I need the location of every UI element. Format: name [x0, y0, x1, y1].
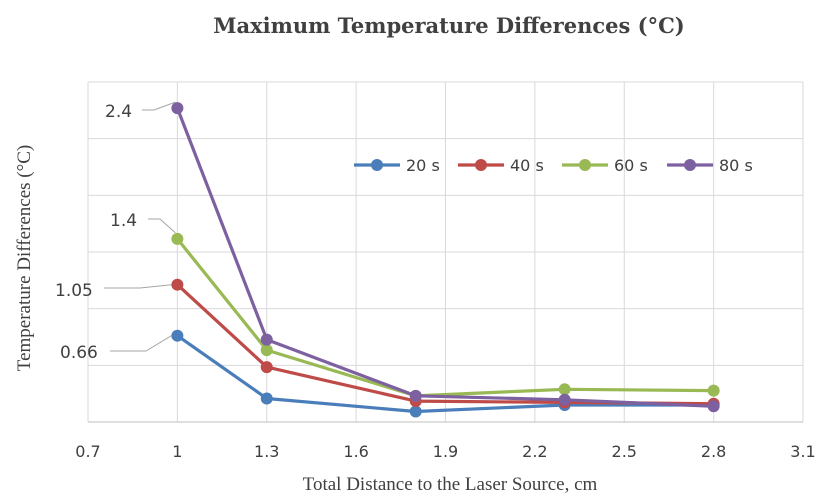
- x-tick-label: 2.8: [701, 442, 726, 461]
- series-lines: [171, 102, 720, 418]
- x-tick-label: 2.2: [522, 442, 547, 461]
- x-tick-label: 1.6: [343, 442, 368, 461]
- legend-swatch-marker: [475, 159, 487, 171]
- x-tick-label: 1: [172, 442, 182, 461]
- data-point: [558, 393, 571, 406]
- legend-swatch-marker: [579, 159, 591, 171]
- legend-swatch-marker: [684, 159, 696, 171]
- data-point: [707, 384, 720, 397]
- data-label-leader: [148, 218, 176, 234]
- data-labels: 2.4 1.4 1.05 0.66: [55, 102, 137, 363]
- chart-title: Maximum Temperature Differences (°C): [213, 13, 684, 38]
- data-point: [409, 389, 422, 402]
- legend-item: 40 s: [458, 156, 544, 175]
- data-point: [171, 102, 184, 115]
- data-point: [171, 329, 184, 342]
- x-tick-label: 2.5: [612, 442, 637, 461]
- legend-label: 40 s: [510, 156, 544, 175]
- data-label: 1.4: [110, 211, 137, 231]
- data-label-leader: [104, 284, 172, 289]
- data-point: [558, 383, 571, 396]
- x-tick-labels: 0.7 1 1.3 1.6 1.9 2.2 2.5 2.8 3.1: [75, 442, 815, 461]
- legend-label: 60 s: [614, 156, 648, 175]
- x-tick-label: 1.9: [433, 442, 458, 461]
- data-label: 0.66: [60, 343, 98, 363]
- legend-item: 20 s: [354, 156, 440, 175]
- data-point: [260, 361, 273, 374]
- x-tick-label: 3.1: [790, 442, 815, 461]
- legend-label: 80 s: [719, 156, 753, 175]
- data-label-leader: [142, 101, 176, 111]
- legend-swatch-marker: [371, 159, 383, 171]
- data-label-leader: [110, 335, 172, 352]
- data-point: [171, 232, 184, 245]
- data-label: 1.05: [55, 281, 93, 301]
- gridlines: [87, 81, 804, 423]
- legend-item: 60 s: [562, 156, 648, 175]
- data-point: [171, 278, 184, 291]
- series-80s: [171, 102, 720, 413]
- data-point: [260, 344, 273, 357]
- x-tick-label: 1.3: [254, 442, 279, 461]
- x-axis-title: Total Distance to the Laser Source, cm: [303, 474, 598, 495]
- data-point: [409, 405, 422, 418]
- data-point: [260, 333, 273, 346]
- x-tick-label: 0.7: [75, 442, 100, 461]
- y-axis-title: Temperature Differences (°C): [14, 145, 35, 371]
- legend-item: 80 s: [667, 156, 753, 175]
- data-point: [707, 400, 720, 413]
- data-point: [260, 392, 273, 405]
- legend-label: 20 s: [406, 156, 440, 175]
- legend: 20 s 40 s 60 s 80 s: [354, 156, 753, 175]
- data-label-leaders: [104, 101, 176, 352]
- data-label: 2.4: [105, 102, 132, 122]
